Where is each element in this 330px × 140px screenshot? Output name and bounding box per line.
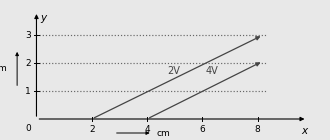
Text: y: y — [41, 13, 47, 23]
Text: 2: 2 — [89, 125, 95, 134]
Text: 6: 6 — [199, 125, 205, 134]
Text: 4: 4 — [144, 125, 150, 134]
Text: 0: 0 — [25, 124, 31, 133]
Text: 4V: 4V — [205, 66, 218, 76]
Text: cm: cm — [0, 64, 8, 73]
Text: 1: 1 — [25, 87, 31, 95]
Text: cm: cm — [157, 129, 171, 137]
Text: 3: 3 — [25, 31, 31, 39]
Text: 8: 8 — [255, 125, 260, 134]
Text: 2V: 2V — [167, 66, 180, 76]
Text: 2: 2 — [25, 59, 31, 67]
Text: x: x — [302, 126, 308, 136]
